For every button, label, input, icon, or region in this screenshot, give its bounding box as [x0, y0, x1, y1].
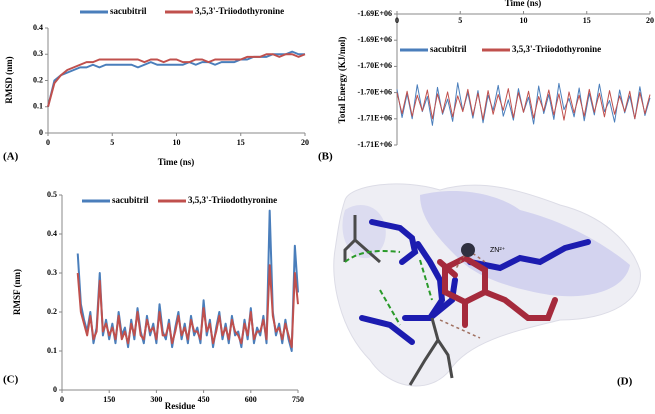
surface-patch — [342, 205, 386, 259]
x-tick-label: 5 — [458, 16, 462, 25]
data-line — [76, 264, 299, 349]
x-tick-label: 0 — [60, 395, 64, 404]
y-tick-label: 0.1 — [33, 102, 43, 111]
hydrogen-bonds — [344, 250, 433, 326]
y-tick-label: -1.71E+06 — [357, 114, 392, 123]
y-tick-label: 0.1 — [47, 346, 57, 355]
x-axis-title: Residue — [165, 401, 196, 411]
panel-label: (B) — [318, 151, 333, 163]
legend-label: 3,5,3'-Triiodothyronine — [195, 6, 284, 16]
x-tick-label: 600 — [245, 395, 257, 404]
panel-label: (D) — [617, 376, 633, 388]
x-axis-title: Time (ns) — [505, 0, 542, 8]
blue-residues — [359, 219, 591, 345]
x-tick-label: 10 — [520, 16, 528, 25]
y-tick-label: -1.69E+06 — [357, 35, 392, 44]
x-tick-label: 750 — [292, 395, 304, 404]
x-tick-label: 0 — [46, 138, 50, 147]
y-tick-label: 0.4 — [33, 23, 43, 32]
legend-label: sacubitril — [430, 44, 467, 54]
x-tick-label: 10 — [173, 138, 181, 147]
panel-label: (A) — [3, 151, 19, 163]
y-tick-label: 0.4 — [47, 229, 57, 238]
y-tick-label: 0 — [53, 385, 57, 394]
legend-label: 3,5,3'-Triiodothyronine — [188, 195, 277, 205]
panel-label: (C) — [3, 374, 19, 386]
zinc-ion — [461, 243, 475, 257]
x-tick-label: 0 — [395, 16, 399, 25]
y-tick-label: 0.3 — [33, 49, 43, 58]
x-tick-label: 15 — [237, 138, 245, 147]
ligand — [437, 254, 558, 328]
x-tick-label: 450 — [198, 395, 210, 404]
y-axis-title: RMSD (nm) — [4, 56, 14, 103]
ion-label: ZN²⁺ — [490, 247, 506, 254]
y-axis-title: RMSF (nm) — [12, 269, 22, 315]
y-tick-label: 0.2 — [47, 307, 57, 316]
y-tick-label: 0.5 — [47, 190, 57, 199]
y-tick-label: 0 — [39, 128, 43, 137]
legend-label: sacubitril — [110, 6, 147, 16]
y-tick-label: -1.70E+06 — [357, 87, 392, 96]
x-tick-label: 150 — [103, 395, 115, 404]
data-line — [396, 88, 651, 121]
gray-residues — [343, 215, 454, 386]
docking-image: ZN²⁺ (D) — [333, 183, 641, 388]
legend-label: sacubitril — [112, 195, 149, 205]
x-tick-label: 15 — [583, 16, 591, 25]
legend-label: 3,5,3'-Triiodothyronine — [512, 44, 601, 54]
x-tick-label: 5 — [110, 138, 114, 147]
x-axis-title: Time (ns) — [158, 157, 195, 167]
data-line — [47, 53, 306, 108]
y-tick-label: -1.69E+06 — [357, 9, 392, 18]
y-tick-label: 0.2 — [33, 75, 43, 84]
y-tick-label: -1.71E+06 — [357, 140, 392, 149]
x-tick-label: 20 — [646, 16, 654, 25]
y-tick-label: 0.3 — [47, 268, 57, 277]
x-tick-label: 300 — [150, 395, 162, 404]
x-tick-label: 20 — [301, 138, 309, 147]
y-axis-title: Total Energy (KJ/mol) — [337, 37, 347, 124]
surface-patch — [420, 190, 630, 297]
y-tick-label: -1.70E+06 — [357, 61, 392, 70]
metal-contacts — [439, 249, 486, 339]
